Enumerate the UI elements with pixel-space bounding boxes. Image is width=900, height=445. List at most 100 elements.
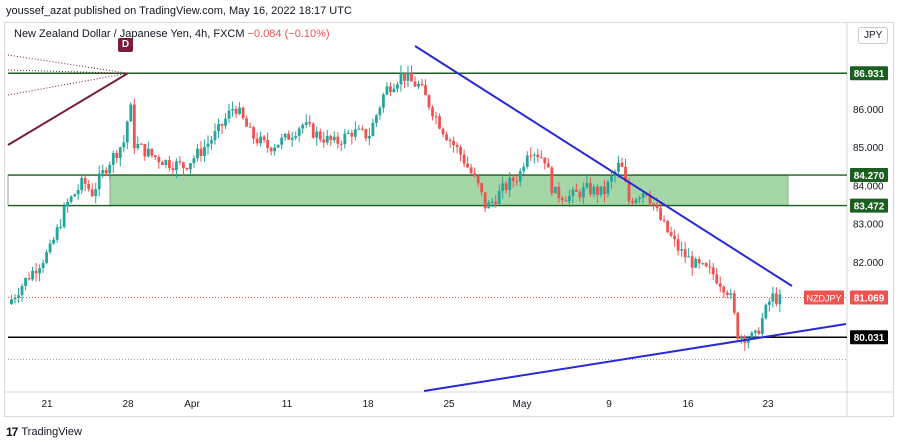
candle-body [59, 226, 63, 228]
time-tick-label: May [513, 399, 532, 410]
ascending-trendline [423, 323, 847, 392]
candle-body [501, 183, 505, 191]
candle-body [66, 201, 70, 207]
candle-body [248, 126, 252, 128]
candle-body [150, 148, 154, 156]
candle-body [129, 104, 133, 122]
candle-body [757, 330, 761, 334]
candle-body [175, 161, 178, 171]
candle-body [666, 220, 670, 233]
candle-body [529, 155, 533, 157]
time-tick-label: Apr [184, 399, 200, 410]
candle-body [104, 169, 108, 174]
candle-body [687, 256, 691, 258]
candle-body [24, 278, 27, 286]
price-label-text: 81.069 [854, 294, 885, 305]
candle-body [276, 144, 280, 148]
candle-body [234, 108, 238, 114]
candle-body [441, 128, 445, 135]
candle-body [13, 297, 17, 300]
time-tick-label: 28 [122, 399, 134, 410]
candle-body [606, 181, 610, 195]
candle-body [462, 154, 466, 164]
candle-body [189, 163, 192, 170]
price-label-box [850, 330, 888, 345]
candle-body [139, 143, 143, 145]
price-tick-label: 82.000 [853, 258, 884, 269]
candle-body [648, 195, 652, 204]
candle-body [83, 177, 87, 184]
candle-body [364, 128, 368, 139]
price-tick-label: 85.000 [853, 143, 884, 154]
candle-body [353, 129, 357, 137]
candle-body [259, 136, 263, 144]
candle-body [132, 104, 136, 149]
candle-body [38, 268, 41, 274]
candle-body [322, 139, 326, 143]
fan-dotted-line [7, 72, 129, 96]
candle-body [610, 176, 613, 182]
price-label-box [850, 66, 888, 81]
candle-body [424, 85, 427, 96]
candle-body [45, 252, 48, 263]
candle-body [690, 256, 694, 268]
candle-body [311, 123, 315, 138]
footer-brand: TradingView [21, 426, 82, 438]
candle-body [774, 293, 778, 304]
candle-body [308, 122, 312, 124]
candle-body [638, 197, 641, 200]
candle-body [455, 145, 459, 148]
candle-body [389, 86, 392, 92]
candle-body [669, 232, 673, 236]
candle-body [245, 118, 248, 127]
dividend-marker[interactable]: D [118, 38, 133, 52]
candle-body [659, 208, 662, 220]
candle-body [143, 143, 147, 157]
candle-body [624, 166, 627, 182]
candle-body [367, 136, 371, 139]
candle-body [252, 127, 256, 139]
candle-body [196, 148, 199, 159]
candle-body [115, 152, 119, 158]
candle-body [718, 283, 722, 287]
candle-body [466, 163, 470, 168]
candle-body [210, 140, 213, 144]
candle-body [711, 267, 715, 275]
candle-body [448, 140, 452, 142]
candle-body [255, 138, 259, 144]
candle-body [80, 177, 84, 191]
candle-body [48, 243, 52, 253]
candle-body [434, 116, 438, 118]
candle-body [767, 301, 771, 305]
price-label-box [850, 290, 888, 305]
candle-body [192, 158, 196, 164]
price-label-text: 86.931 [854, 69, 885, 80]
candle-body [469, 167, 473, 174]
candle-body [213, 131, 217, 141]
candle-body [473, 173, 477, 176]
candle-body [585, 182, 589, 188]
candle-body [543, 157, 547, 164]
candle-body [238, 107, 241, 114]
candle-body [497, 190, 501, 205]
candle-body [97, 173, 101, 190]
candle-body [118, 147, 122, 158]
candle-body [459, 147, 463, 155]
candle-body [406, 72, 410, 81]
currency-button[interactable]: JPY [858, 27, 889, 44]
candle-body [220, 124, 224, 126]
candle-body [739, 336, 743, 339]
time-tick-label: 21 [41, 399, 53, 410]
fan-main-line [7, 72, 129, 146]
candle-body [662, 219, 666, 221]
candle-body [722, 286, 726, 293]
candle-body [125, 121, 129, 143]
candle-body [90, 189, 94, 197]
candle-body [206, 143, 210, 147]
candle-body [413, 81, 417, 87]
candle-body [546, 163, 550, 168]
candle-body [571, 189, 575, 196]
candle-body [350, 132, 354, 137]
candle-body [553, 186, 557, 194]
